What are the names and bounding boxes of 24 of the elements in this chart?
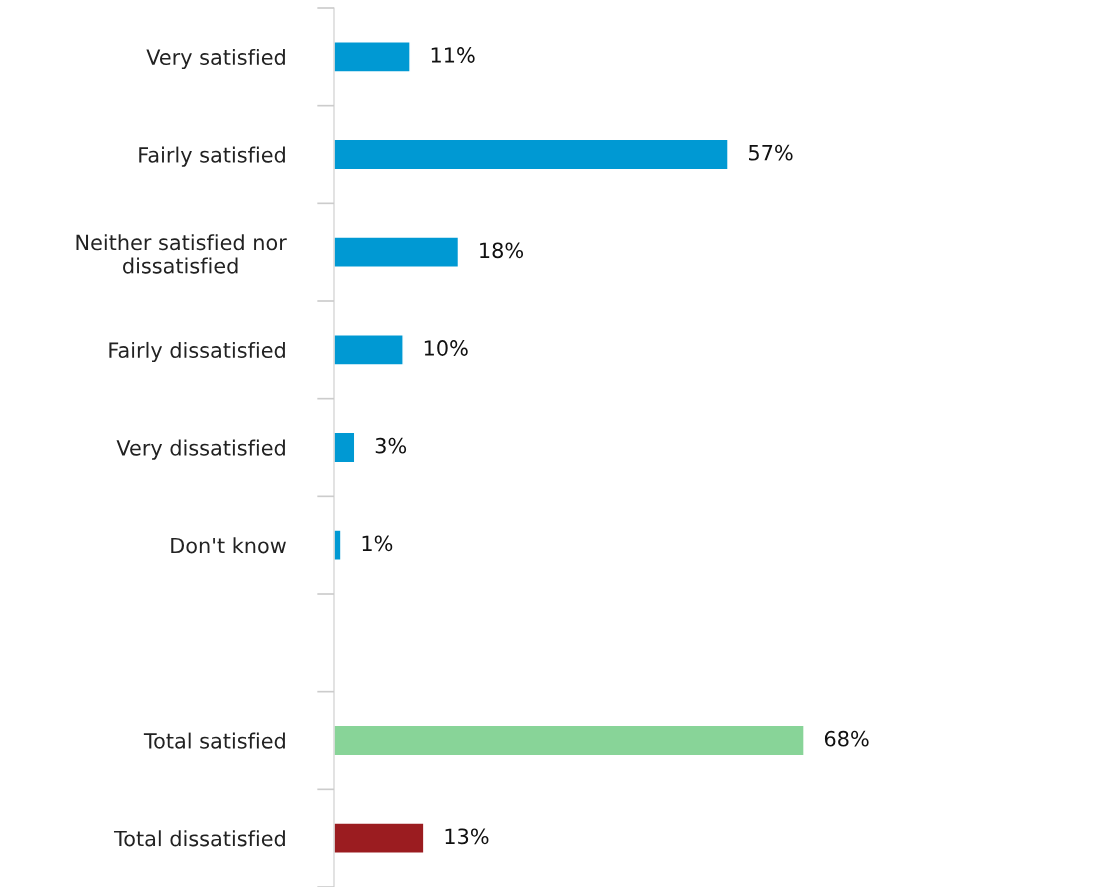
bar [334,333,404,366]
y-tick-label: Total satisfied [143,732,285,749]
y-tick-label: Fairly dissatisfied [109,341,285,363]
data-label: 68% [824,730,869,747]
data-label: 57% [749,144,793,161]
data-label: 3% [375,437,407,454]
bar [334,138,729,171]
bar [334,822,425,854]
data-label: 10% [424,340,468,356]
bar [334,724,805,757]
y-tick-label: Fairly satisfied [139,146,285,167]
bar [334,529,342,561]
bar [334,236,460,268]
data-label: 13% [445,828,489,845]
y-tick-label: Very dissatisfied [116,439,285,460]
bar [334,41,411,73]
y-tick-label: Total dissatisfied [113,830,285,847]
y-tick-label: Neither satisfied nor dissatisfied [76,234,287,274]
data-label: 18% [480,242,524,259]
data-label: 1% [362,535,393,552]
y-tick-label: Very satisfied [146,48,285,70]
bar [334,431,356,464]
data-label: 11% [431,47,475,63]
y-tick-label: Don't know [171,537,286,554]
